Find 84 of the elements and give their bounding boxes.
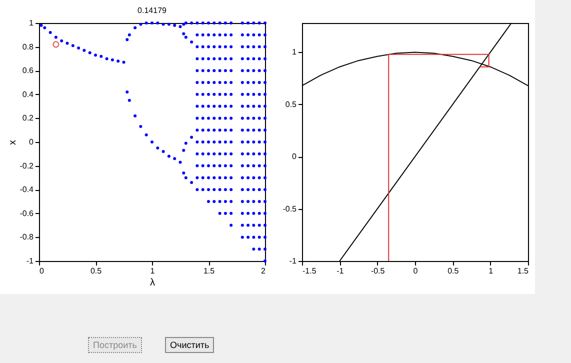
point xyxy=(173,157,176,160)
point xyxy=(190,180,194,184)
point xyxy=(156,22,160,24)
point xyxy=(162,150,165,154)
y-tick-label: -1 xyxy=(26,256,34,266)
x-axis-title: λ xyxy=(150,278,155,288)
point xyxy=(156,146,160,150)
point xyxy=(110,58,114,62)
point xyxy=(167,22,170,26)
point xyxy=(100,54,103,58)
point xyxy=(43,26,46,30)
y-tick-label: -0.4 xyxy=(20,185,34,194)
point xyxy=(184,22,188,24)
point xyxy=(182,22,186,26)
point xyxy=(139,125,142,128)
point xyxy=(71,44,74,48)
y-tick-label: -1 xyxy=(289,256,298,266)
y-axis-title: x xyxy=(8,140,19,145)
point xyxy=(105,57,108,60)
x-tick-label: 1.5 xyxy=(517,266,530,276)
point xyxy=(178,160,182,164)
point xyxy=(150,22,154,24)
point xyxy=(126,38,129,42)
point xyxy=(184,176,188,180)
point xyxy=(182,171,186,174)
chart-title: 0.14179 xyxy=(138,6,168,15)
y-tick-label: 1 xyxy=(29,18,34,28)
point xyxy=(122,60,126,64)
point xyxy=(184,36,188,39)
point xyxy=(60,39,64,42)
point xyxy=(162,22,165,26)
y-tick-label: 0.4 xyxy=(22,90,34,99)
y-tick-label: 0.2 xyxy=(22,114,34,123)
point xyxy=(134,26,137,30)
point xyxy=(190,136,194,139)
y-tick-label: 1 xyxy=(292,48,298,57)
x-tick-label: 0.5 xyxy=(90,266,102,276)
x-tick-label: 2 xyxy=(261,266,266,276)
point xyxy=(150,140,154,144)
point xyxy=(66,42,69,45)
point xyxy=(82,48,86,52)
point xyxy=(178,25,182,28)
text: Построить xyxy=(88,337,142,353)
point xyxy=(139,22,142,26)
y-tick-label: -0.2 xyxy=(20,161,34,170)
point xyxy=(144,133,148,136)
x-tick-label: 0.5 xyxy=(448,266,460,276)
y-tick-label: 0 xyxy=(29,138,34,146)
point xyxy=(54,36,58,39)
point xyxy=(48,31,52,34)
point xyxy=(144,22,148,24)
x-tick-label: 0 xyxy=(413,266,418,276)
point xyxy=(182,32,186,36)
y-tick-label: -0.6 xyxy=(20,208,34,218)
x-tick-label: 1 xyxy=(150,266,156,276)
point xyxy=(52,41,60,48)
point xyxy=(77,46,80,50)
point xyxy=(128,98,131,102)
y-tick-label: 0.8 xyxy=(22,42,34,52)
point xyxy=(167,154,170,158)
point xyxy=(40,24,43,27)
point xyxy=(182,148,186,152)
point xyxy=(128,33,131,36)
y-tick-label: -0.8 xyxy=(20,232,34,242)
point xyxy=(134,114,137,118)
y-tick-label: -0.5 xyxy=(282,204,298,214)
x-tick-label: -1 xyxy=(336,266,344,276)
y-tick-label: 0.5 xyxy=(285,100,298,109)
point xyxy=(88,51,92,54)
point xyxy=(94,54,97,57)
x-tick-label: 1 xyxy=(488,266,494,276)
y-tick-label: 0.6 xyxy=(22,66,34,76)
text: Очистить xyxy=(165,337,214,353)
point xyxy=(190,22,194,24)
point xyxy=(116,60,120,63)
point xyxy=(190,40,194,44)
point xyxy=(173,24,176,27)
x-tick-label: 0 xyxy=(40,266,44,276)
point xyxy=(184,142,188,145)
x-tick-label: -0.5 xyxy=(370,266,386,276)
y-tick-label: 0 xyxy=(292,152,298,162)
point xyxy=(126,90,129,94)
x-tick-label: -1.5 xyxy=(302,266,317,276)
x-tick-label: 1.5 xyxy=(203,266,216,276)
